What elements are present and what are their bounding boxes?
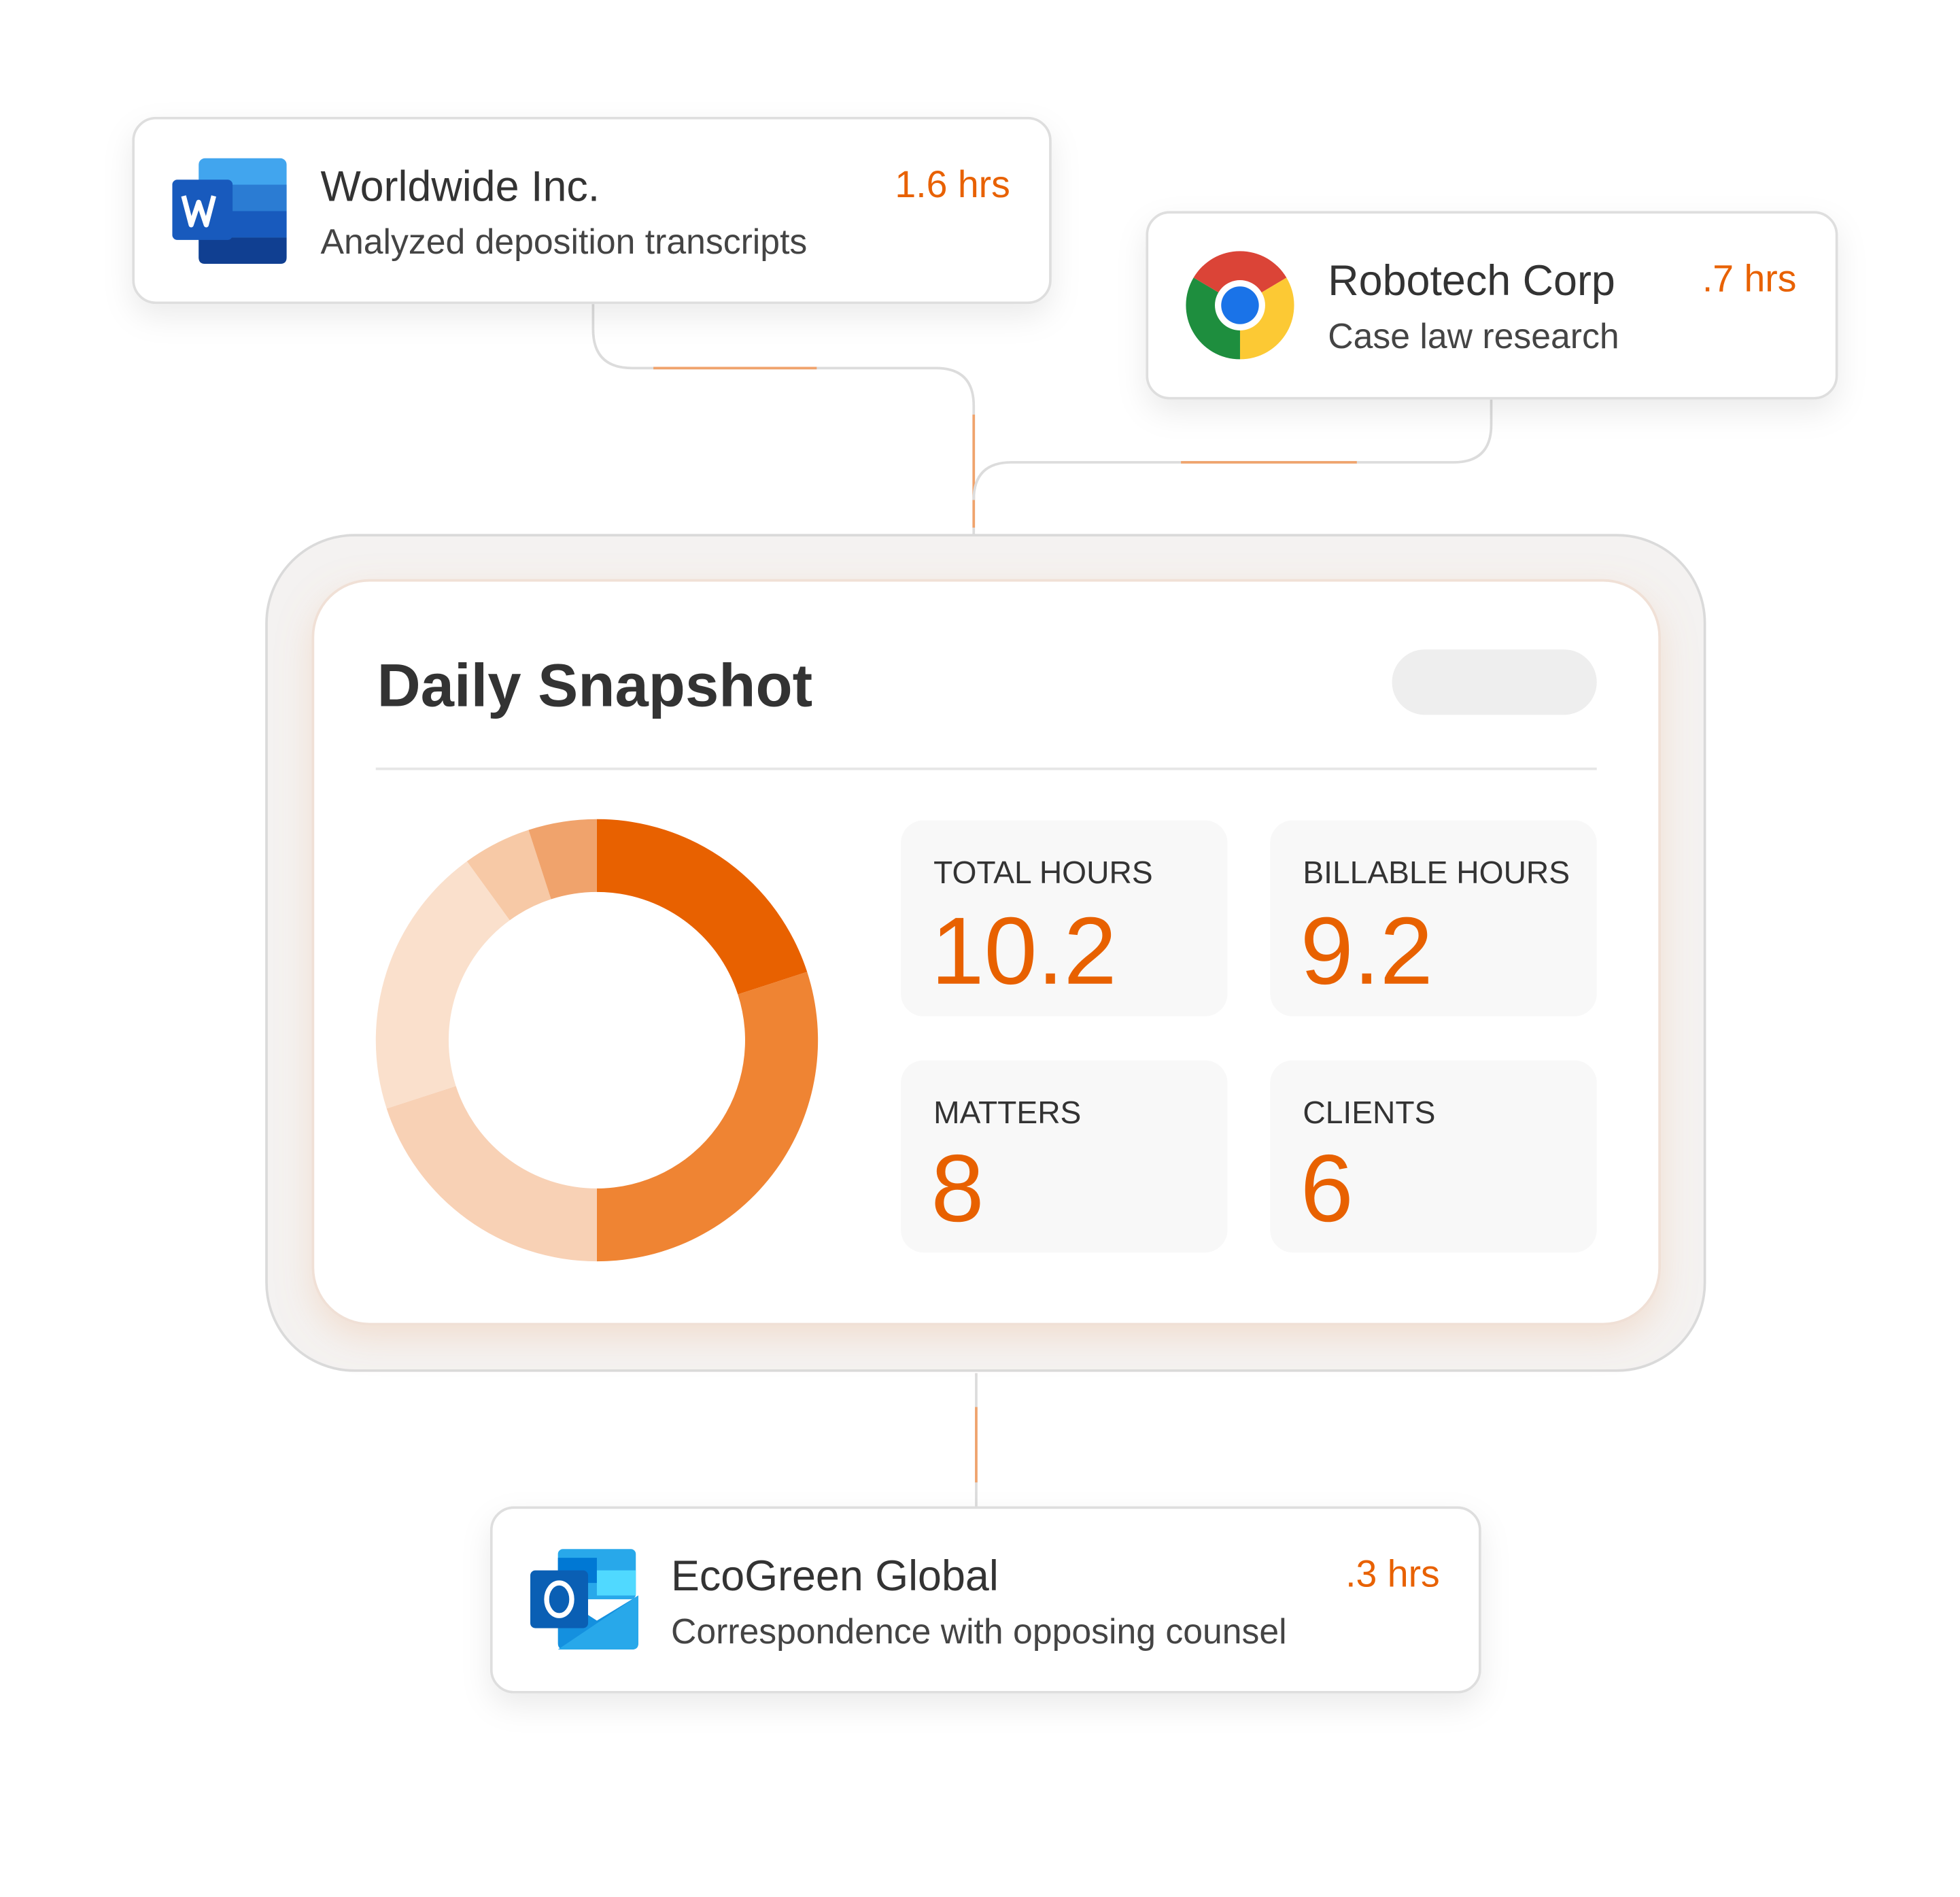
task: Case law research	[1328, 316, 1619, 356]
stat-label: BILLABLE HOURS	[1303, 855, 1570, 890]
stat-label: MATTERS	[933, 1095, 1081, 1130]
task: Correspondence with opposing counsel	[671, 1611, 1287, 1651]
donut	[375, 819, 819, 1262]
stat-label: CLIENTS	[1303, 1095, 1435, 1130]
stat-value: 9.2	[1301, 898, 1433, 1004]
word-icon	[172, 158, 287, 264]
connector-accent	[653, 366, 976, 528]
outlook-icon	[530, 1549, 638, 1650]
company: Worldwide Inc.	[320, 163, 600, 211]
stat-value: 6	[1301, 1135, 1354, 1242]
company: EcoGreen Global	[671, 1552, 999, 1600]
chrome-icon	[1186, 251, 1294, 360]
hours: .3 hrs	[1345, 1553, 1440, 1595]
donut-segment	[528, 819, 597, 900]
hours: 1.6 hrs	[895, 163, 1010, 205]
stat-box	[1270, 1060, 1597, 1253]
donut-segment	[596, 819, 808, 995]
stat-value: 8	[931, 1135, 984, 1242]
stat-value: 10.2	[931, 898, 1116, 1004]
task: Analyzed deposition transcripts	[320, 222, 807, 261]
stat-label: TOTAL HOURS	[933, 855, 1153, 890]
activity-card[interactable]	[132, 116, 1052, 305]
activity-card[interactable]	[489, 1506, 1481, 1694]
stat-box	[901, 820, 1228, 1016]
hours: .7 hrs	[1702, 258, 1797, 300]
stat-box	[901, 1060, 1228, 1253]
snapshot-title: Daily Snapshot	[377, 651, 813, 719]
donut-segment	[375, 861, 510, 1109]
pill[interactable]	[1392, 649, 1597, 715]
donut-segment	[596, 972, 819, 1262]
company: Robotech Corp	[1328, 257, 1615, 305]
connector	[591, 304, 976, 536]
donut-segment	[386, 1086, 597, 1262]
donut-segment	[466, 830, 551, 921]
stat-box	[1270, 820, 1597, 1016]
connector	[972, 399, 1493, 500]
activity-card[interactable]	[1146, 211, 1838, 400]
